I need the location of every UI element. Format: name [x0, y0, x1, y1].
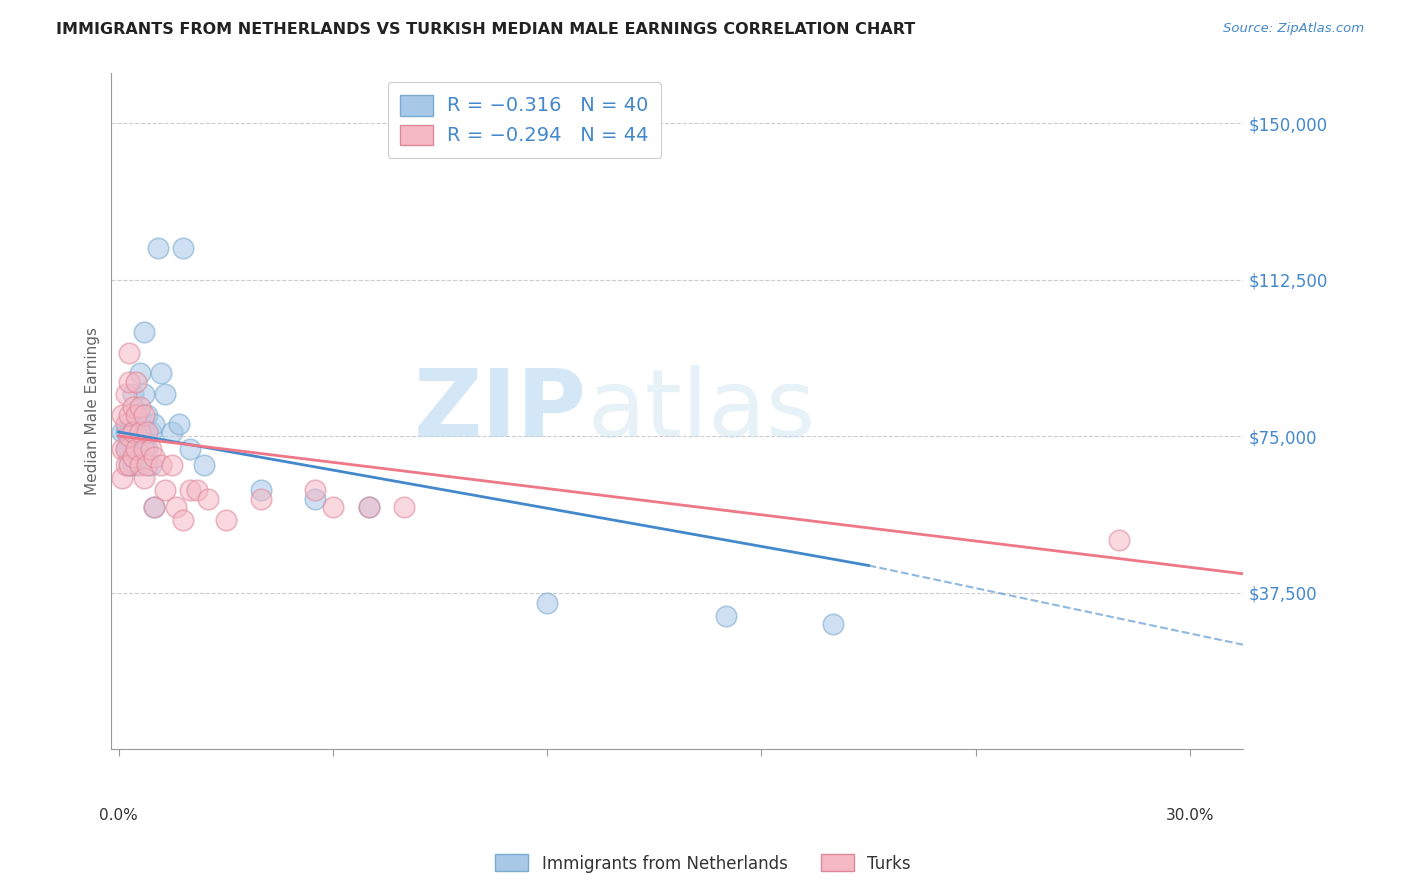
Point: [714, 608, 737, 623]
Point: [136, 442, 159, 456]
Point: [129, 367, 152, 381]
Point: [118, 425, 141, 439]
Point: [215, 512, 238, 526]
Point: [304, 491, 326, 506]
Point: [146, 241, 169, 255]
Point: [118, 408, 141, 422]
Point: [150, 458, 173, 473]
Point: [821, 616, 844, 631]
Point: [121, 387, 143, 401]
Point: [167, 417, 190, 431]
Point: [125, 442, 148, 456]
Point: [357, 500, 380, 514]
Point: [125, 425, 148, 439]
Point: [136, 408, 159, 422]
Point: [125, 458, 148, 473]
Text: 0.0%: 0.0%: [100, 807, 138, 822]
Point: [132, 425, 155, 439]
Point: [114, 417, 136, 431]
Point: [114, 442, 136, 456]
Point: [153, 483, 176, 498]
Point: [111, 442, 134, 456]
Point: [179, 483, 201, 498]
Point: [129, 425, 152, 439]
Text: 30.0%: 30.0%: [1166, 807, 1215, 822]
Point: [179, 442, 201, 456]
Point: [250, 483, 273, 498]
Point: [132, 471, 155, 485]
Point: [132, 442, 155, 456]
Text: ZIP: ZIP: [413, 365, 586, 457]
Point: [118, 375, 141, 389]
Point: [165, 500, 187, 514]
Point: [136, 458, 159, 473]
Point: [193, 458, 215, 473]
Point: [172, 241, 194, 255]
Text: Source: ZipAtlas.com: Source: ZipAtlas.com: [1223, 22, 1364, 36]
Point: [121, 450, 143, 464]
Point: [125, 408, 148, 422]
Point: [132, 325, 155, 339]
Point: [536, 596, 558, 610]
Legend: Immigrants from Netherlands, Turks: Immigrants from Netherlands, Turks: [488, 847, 918, 880]
Point: [129, 400, 152, 414]
Point: [139, 442, 162, 456]
Point: [143, 417, 166, 431]
Point: [129, 458, 152, 473]
Point: [118, 442, 141, 456]
Text: IMMIGRANTS FROM NETHERLANDS VS TURKISH MEDIAN MALE EARNINGS CORRELATION CHART: IMMIGRANTS FROM NETHERLANDS VS TURKISH M…: [56, 22, 915, 37]
Point: [160, 458, 183, 473]
Point: [121, 425, 143, 439]
Point: [118, 458, 141, 473]
Point: [172, 512, 194, 526]
Point: [136, 425, 159, 439]
Point: [357, 500, 380, 514]
Point: [132, 387, 155, 401]
Point: [304, 483, 326, 498]
Point: [143, 450, 166, 464]
Point: [114, 458, 136, 473]
Point: [125, 375, 148, 389]
Point: [125, 408, 148, 422]
Point: [186, 483, 208, 498]
Point: [139, 458, 162, 473]
Point: [139, 425, 162, 439]
Legend: R = −0.316   N = 40, R = −0.294   N = 44: R = −0.316 N = 40, R = −0.294 N = 44: [388, 82, 661, 158]
Point: [111, 408, 134, 422]
Point: [118, 458, 141, 473]
Point: [132, 442, 155, 456]
Point: [129, 408, 152, 422]
Point: [143, 500, 166, 514]
Point: [160, 425, 183, 439]
Point: [143, 500, 166, 514]
Point: [118, 429, 141, 443]
Point: [132, 408, 155, 422]
Point: [394, 500, 416, 514]
Text: atlas: atlas: [586, 365, 815, 457]
Point: [197, 491, 219, 506]
Y-axis label: Median Male Earnings: Median Male Earnings: [86, 327, 100, 495]
Point: [121, 400, 143, 414]
Point: [121, 442, 143, 456]
Point: [153, 387, 176, 401]
Point: [111, 471, 134, 485]
Point: [111, 425, 134, 439]
Point: [150, 367, 173, 381]
Point: [114, 442, 136, 456]
Point: [125, 442, 148, 456]
Point: [121, 458, 143, 473]
Point: [114, 425, 136, 439]
Point: [114, 387, 136, 401]
Point: [121, 425, 143, 439]
Point: [1108, 533, 1130, 548]
Point: [250, 491, 273, 506]
Point: [322, 500, 344, 514]
Point: [118, 345, 141, 359]
